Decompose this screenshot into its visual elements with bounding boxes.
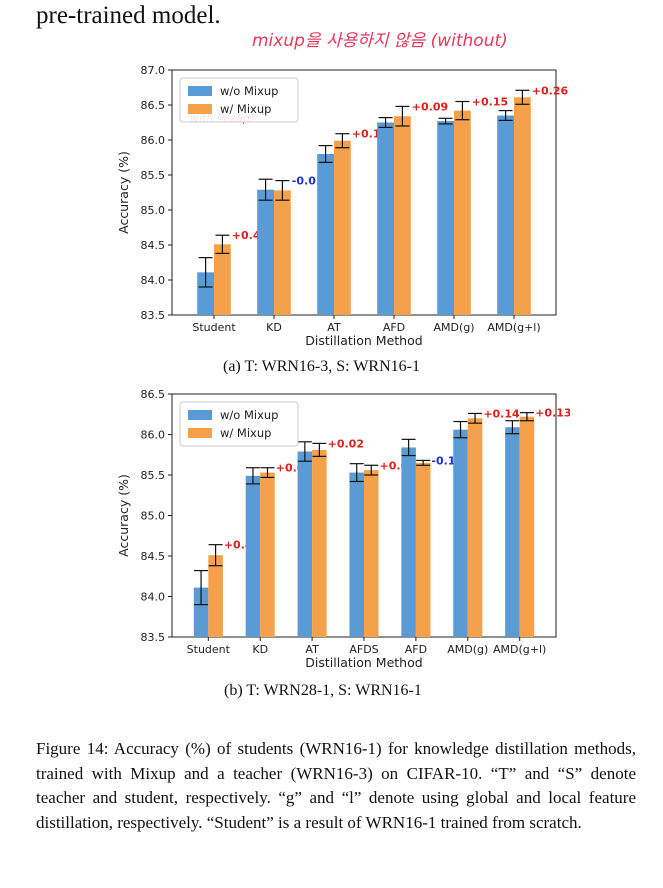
top-text: pre-trained model. [36,2,221,29]
figure-caption: Figure 14: Accuracy (%) of students (WRN… [36,739,636,832]
y-tick-label: 87.0 [141,64,166,77]
diff-label: +0.13 [535,407,570,420]
x-tick-label: KD [266,321,282,334]
y-tick-label: 84.0 [141,591,166,604]
bar-with-mixup [514,97,531,315]
diff-label: +0.26 [532,84,569,97]
x-tick-label: Student [192,321,236,334]
legend-label: w/o Mixup [220,84,278,98]
bar-with-mixup [415,462,431,637]
diff-label: +0.15 [472,96,508,109]
bar-without-mixup [193,587,209,637]
legend-label: w/o Mixup [220,408,278,422]
y-tick-label: 85.0 [141,204,166,217]
bar-with-mixup [334,140,351,315]
plot-frame [171,69,557,316]
bar-with-mixup [260,472,275,637]
legend-swatch [188,428,212,438]
x-tick-label: AMD(g) [433,321,474,334]
diff-label: -0.01 [292,175,324,188]
x-tick-label: AT [327,321,341,334]
legend-swatch [188,86,212,96]
chart-a: 83.5 84.0 84.5 85.0 85.5 86.0 86.5 87.0 Accuracy… [116,64,569,348]
x-tick-label: AMD(g) [447,643,488,656]
x-tick-label: AMD(g+l) [493,643,546,656]
bar-with-mixup [274,190,291,315]
y-tick-label: 85.5 [141,469,166,482]
x-tick-label: AMD(g+l) [487,321,540,334]
y-tick-label: 84.5 [141,550,166,563]
bar-without-mixup [453,429,468,637]
bar-without-mixup [257,189,274,315]
y-tick-label: 86.0 [141,429,166,442]
y-axis-label: Accuracy (%) [116,474,131,557]
bar-with-mixup [394,116,411,315]
bar-with-mixup [519,416,535,637]
x-tick-label: AFD [383,321,405,334]
bar-without-mixup [497,115,514,315]
y-tick-label: 83.5 [141,309,166,322]
x-tick-label: Student [187,643,231,656]
bar-with-mixup [208,555,223,637]
y-tick-label: 86.5 [141,388,166,401]
y-tick-label: 85.5 [141,169,166,182]
x-tick-label: AT [305,643,319,656]
bar-without-mixup [297,451,313,637]
bar-without-mixup [245,475,261,637]
chart-b: 83.5 84.0 84.5 85.0 85.5 86.0 86.5 Accuracy (%)… [116,388,570,670]
legend-swatch [188,104,212,114]
x-tick-label: AFD [405,643,427,656]
bar-without-mixup [197,272,214,315]
x-axis-label: Distillation Method [305,333,422,348]
legend-label: w/ Mixup [220,102,271,116]
chart-b-caption: (b) T: WRN28-1, S: WRN16-1 [224,682,422,699]
y-tick-label: 86.0 [141,134,166,147]
handwritten-annotation: mixup을 사용하지 않음 (without) [252,31,508,51]
bar-without-mixup [505,427,520,637]
legend-swatch [188,410,212,420]
y-tick-label: 84.0 [141,274,166,287]
bar-without-mixup [317,154,334,315]
x-axis-label: Distillation Method [305,655,422,670]
bar-without-mixup [401,447,416,637]
bar-with-mixup [364,470,379,637]
bar-without-mixup [349,472,364,637]
legend-label: w/ Mixup [220,426,271,440]
bar-without-mixup [377,122,394,315]
diff-label: +0.14 [483,407,520,420]
bar-with-mixup [214,244,231,315]
x-tick-label: KD [252,643,268,656]
bar-with-mixup [312,449,327,637]
x-tick-label: AFDS [349,643,378,656]
bar-without-mixup [437,121,454,315]
y-axis-label: Accuracy (%) [116,151,131,234]
chart-a-caption: (a) T: WRN16-3, S: WRN16-1 [223,358,420,375]
bar-with-mixup [454,110,471,315]
y-tick-label: 85.0 [141,510,166,523]
diff-label: +0.09 [412,100,448,113]
bar-with-mixup [467,418,483,637]
y-tick-label: 83.5 [141,631,166,644]
y-tick-label: 84.5 [141,239,166,252]
y-tick-label: 86.5 [141,99,166,112]
diff-label: +0.02 [328,437,364,450]
